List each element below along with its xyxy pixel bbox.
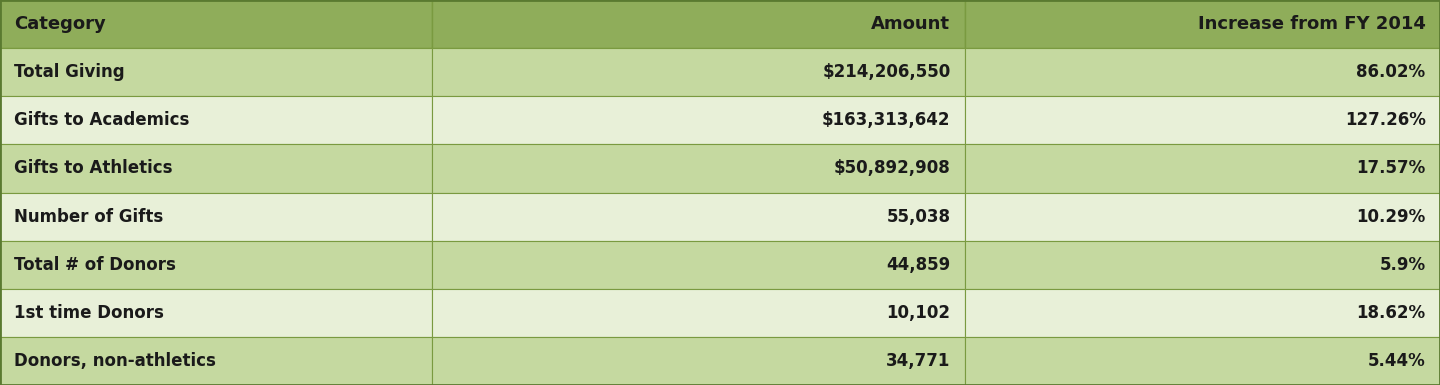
Text: 10,102: 10,102 (887, 304, 950, 322)
Bar (0, 241, 432, 289)
Bar (432, 0, 965, 48)
Bar (965, 48, 1440, 96)
Text: Total # of Donors: Total # of Donors (14, 256, 176, 274)
Text: 17.57%: 17.57% (1356, 159, 1426, 177)
Bar (965, 241, 1440, 289)
Bar (0, 289, 432, 337)
Bar (0, 48, 432, 96)
Text: 34,771: 34,771 (886, 352, 950, 370)
Bar (432, 192, 965, 241)
Bar (965, 192, 1440, 241)
Bar (432, 337, 965, 385)
Text: Gifts to Athletics: Gifts to Athletics (14, 159, 173, 177)
Bar (965, 289, 1440, 337)
Text: 5.9%: 5.9% (1380, 256, 1426, 274)
Text: 86.02%: 86.02% (1356, 63, 1426, 81)
Bar (0, 192, 432, 241)
Bar (0, 144, 432, 192)
Text: 55,038: 55,038 (887, 208, 950, 226)
Text: Amount: Amount (871, 15, 950, 33)
Text: Gifts to Academics: Gifts to Academics (14, 111, 190, 129)
Bar (432, 241, 965, 289)
Text: $50,892,908: $50,892,908 (834, 159, 950, 177)
Bar (432, 144, 965, 192)
Bar (0, 0, 432, 48)
Bar (432, 96, 965, 144)
Bar (965, 144, 1440, 192)
Text: $163,313,642: $163,313,642 (822, 111, 950, 129)
Text: $214,206,550: $214,206,550 (822, 63, 950, 81)
Text: Category: Category (14, 15, 107, 33)
Text: 44,859: 44,859 (886, 256, 950, 274)
Text: 1st time Donors: 1st time Donors (14, 304, 164, 322)
Bar (0, 96, 432, 144)
Bar (432, 289, 965, 337)
Bar (965, 96, 1440, 144)
Text: Donors, non-athletics: Donors, non-athletics (14, 352, 216, 370)
Bar (0, 337, 432, 385)
Text: 18.62%: 18.62% (1356, 304, 1426, 322)
Bar (432, 48, 965, 96)
Text: Total Giving: Total Giving (14, 63, 125, 81)
Text: Increase from FY 2014: Increase from FY 2014 (1198, 15, 1426, 33)
Bar (965, 0, 1440, 48)
Text: 5.44%: 5.44% (1368, 352, 1426, 370)
Bar (965, 337, 1440, 385)
Text: Number of Gifts: Number of Gifts (14, 208, 164, 226)
Text: 10.29%: 10.29% (1356, 208, 1426, 226)
Text: 127.26%: 127.26% (1345, 111, 1426, 129)
